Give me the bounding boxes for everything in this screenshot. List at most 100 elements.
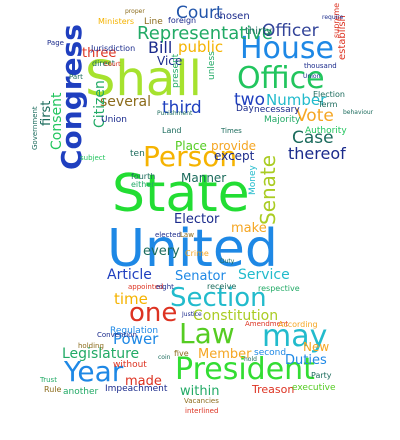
cloud-word: two xyxy=(234,90,265,110)
cloud-word: Manner xyxy=(181,171,227,185)
cloud-word: coin xyxy=(158,354,171,361)
cloud-word: Impeachment xyxy=(105,384,168,394)
cloud-word: Vote xyxy=(296,106,334,126)
cloud-word: either xyxy=(131,180,155,189)
cloud-word: necessary xyxy=(254,105,300,115)
cloud-word: thirty xyxy=(245,26,272,37)
cloud-word: Representative xyxy=(137,23,274,44)
cloud-word: public xyxy=(178,38,224,56)
cloud-word: Law xyxy=(180,231,194,239)
cloud-word: elected xyxy=(155,231,181,239)
cloud-word: Court xyxy=(104,61,121,68)
cloud-word: appointed xyxy=(128,283,164,291)
cloud-word: several xyxy=(100,94,152,110)
cloud-word: Court xyxy=(176,3,223,23)
cloud-word: Treason xyxy=(252,383,295,396)
cloud-word: every xyxy=(143,244,180,259)
cloud-word: Year xyxy=(64,355,124,388)
cloud-word: second xyxy=(254,348,287,358)
cloud-word: unless xyxy=(207,51,217,80)
cloud-word: Justice xyxy=(182,311,202,318)
cloud-word: ten xyxy=(130,149,145,159)
cloud-word: Line xyxy=(144,17,163,27)
cloud-word: provide xyxy=(211,139,257,153)
cloud-word: Member xyxy=(198,347,252,362)
cloud-word: three xyxy=(82,46,117,61)
cloud-word: Duty xyxy=(220,258,235,265)
cloud-word: Office xyxy=(237,61,325,96)
cloud-word: thousand xyxy=(304,62,337,70)
cloud-word: Regulation xyxy=(110,326,159,336)
cloud-word: Majority xyxy=(264,115,301,125)
cloud-word: Amendment xyxy=(245,320,289,328)
cloud-word: Times xyxy=(221,127,242,135)
cloud-word: Place xyxy=(175,139,207,153)
cloud-word: Government xyxy=(31,106,39,150)
cloud-word: direct xyxy=(92,59,115,68)
cloud-word: Elector xyxy=(174,212,220,227)
cloud-word: make xyxy=(231,221,267,236)
cloud-word: another xyxy=(63,387,99,397)
cloud-word: one xyxy=(129,298,178,328)
cloud-word: foreign xyxy=(168,16,197,25)
cloud-word: Convention xyxy=(97,331,137,339)
cloud-word: eight xyxy=(156,283,174,291)
cloud-word: United xyxy=(107,219,278,279)
cloud-word: Constitution xyxy=(193,308,279,324)
cloud-word: Jurisdiction xyxy=(91,44,136,53)
cloud-word: Vice xyxy=(157,54,183,68)
cloud-word: proper xyxy=(125,8,145,15)
cloud-word: Senator xyxy=(175,269,226,284)
cloud-word: time xyxy=(114,290,148,308)
cloud-word: Section xyxy=(170,283,267,313)
cloud-word: five xyxy=(174,349,189,358)
cloud-word: respective xyxy=(258,284,300,293)
cloud-word: Page xyxy=(47,39,64,47)
cloud-word: Law xyxy=(179,317,235,350)
cloud-word: Senate xyxy=(256,154,280,225)
cloud-word: Money xyxy=(248,165,258,195)
cloud-word: except xyxy=(214,149,255,163)
cloud-word: According xyxy=(278,320,318,329)
cloud-word: Election xyxy=(313,90,345,99)
cloud-word: Legislature xyxy=(62,346,140,362)
cloud-word: Authority xyxy=(305,126,347,136)
cloud-word: Case xyxy=(292,128,334,148)
cloud-word: thereof xyxy=(288,144,346,163)
cloud-word: Rule xyxy=(44,385,62,394)
cloud-word: interlined xyxy=(185,407,219,415)
cloud-word: holding xyxy=(78,342,104,350)
cloud-word: Person xyxy=(143,140,238,173)
cloud-word: require xyxy=(322,14,344,21)
cloud-word: Number xyxy=(266,91,327,109)
cloud-word: third xyxy=(162,98,202,118)
cloud-word: Part xyxy=(69,73,83,81)
cloud-word: Article xyxy=(107,267,152,283)
cloud-word: hold xyxy=(244,356,257,363)
cloud-word: Bill xyxy=(148,38,173,57)
cloud-word: State xyxy=(112,164,250,224)
cloud-word: present xyxy=(171,53,181,88)
cloud-word: behaviour xyxy=(343,109,374,116)
cloud-word: receive xyxy=(207,282,237,291)
cloud-word: Union xyxy=(303,73,321,80)
cloud-word: Union xyxy=(101,115,128,125)
cloud-word: New xyxy=(303,340,330,354)
cloud-word: fourth xyxy=(131,172,156,181)
cloud-word: Punishment xyxy=(157,110,193,117)
cloud-word: made xyxy=(125,374,162,389)
cloud-word: Power xyxy=(113,330,159,348)
cloud-word: may xyxy=(262,319,328,354)
cloud-word: Day xyxy=(236,104,254,114)
cloud-word: Trust xyxy=(40,376,57,384)
cloud-word: Officer xyxy=(262,21,319,41)
cloud-word: Crime xyxy=(185,249,209,258)
cloud-word: Vacancies xyxy=(184,397,219,405)
cloud-word: without xyxy=(113,360,147,370)
cloud-word: Party xyxy=(311,371,332,380)
cloud-word: Duties xyxy=(285,353,327,368)
cloud-word: Term xyxy=(318,100,338,109)
cloud-word: executive xyxy=(292,383,336,393)
cloud-word: President xyxy=(175,352,315,387)
